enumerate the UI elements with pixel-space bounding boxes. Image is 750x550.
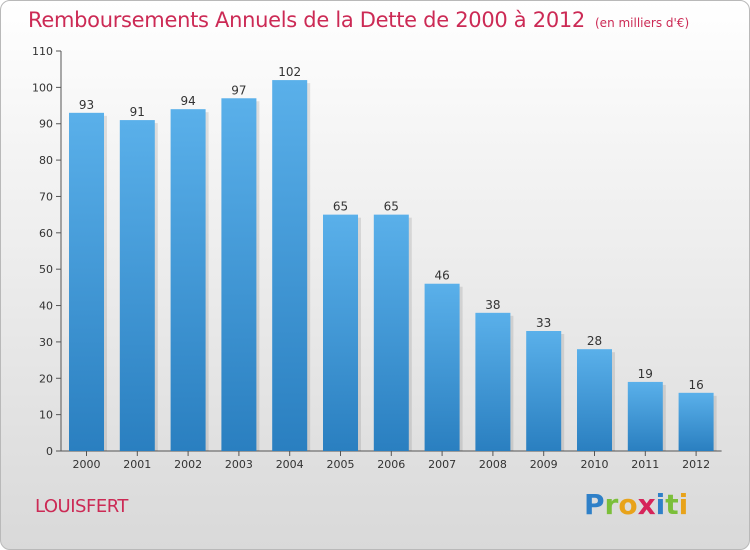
bar bbox=[424, 283, 460, 451]
bar-value-label: 65 bbox=[333, 200, 348, 214]
y-tick-label: 10 bbox=[39, 409, 53, 422]
x-tick-label: 2009 bbox=[530, 458, 558, 471]
x-tick-label: 2006 bbox=[377, 458, 405, 471]
bar bbox=[119, 120, 155, 451]
y-tick-label: 40 bbox=[39, 300, 53, 313]
y-tick-label: 100 bbox=[32, 81, 53, 94]
bar bbox=[69, 112, 104, 452]
y-tick-label: 80 bbox=[39, 154, 53, 167]
y-tick-label: 90 bbox=[39, 118, 53, 131]
y-tick-label: 70 bbox=[39, 190, 53, 203]
bar bbox=[526, 331, 562, 451]
chart-title: Remboursements Annuels de la Dette de 20… bbox=[28, 8, 689, 32]
bar-value-label: 16 bbox=[688, 378, 703, 392]
bar bbox=[577, 349, 612, 451]
x-tick-label: 2001 bbox=[123, 458, 151, 471]
y-tick-label: 110 bbox=[32, 45, 53, 58]
logo-letter: i bbox=[655, 488, 666, 521]
y-tick-label: 50 bbox=[39, 263, 53, 276]
bar-value-label: 97 bbox=[231, 83, 246, 97]
logo-letter: t bbox=[665, 488, 679, 521]
x-tick-label: 2010 bbox=[581, 458, 609, 471]
logo-letter: o bbox=[618, 488, 638, 521]
bar-value-label: 46 bbox=[434, 269, 449, 283]
bar-value-label: 94 bbox=[180, 94, 195, 108]
x-tick-label: 2003 bbox=[225, 458, 253, 471]
bar-value-label: 33 bbox=[536, 316, 551, 330]
x-tick-label: 2004 bbox=[276, 458, 304, 471]
y-tick-label: 60 bbox=[39, 227, 53, 240]
bar-value-label: 102 bbox=[278, 65, 301, 79]
x-tick-label: 2011 bbox=[631, 458, 659, 471]
chart-subtitle: (en milliers d'€) bbox=[595, 16, 690, 30]
y-tick-label: 20 bbox=[39, 372, 53, 385]
bar bbox=[475, 312, 511, 451]
bar-value-label: 91 bbox=[130, 105, 145, 119]
x-tick-label: 2002 bbox=[174, 458, 202, 471]
x-tick-label: 2007 bbox=[428, 458, 456, 471]
bar-value-label: 28 bbox=[587, 334, 602, 348]
bar-value-label: 38 bbox=[485, 298, 500, 312]
bar bbox=[272, 80, 308, 451]
bar bbox=[678, 392, 714, 451]
bars-group bbox=[69, 80, 717, 452]
bar bbox=[323, 214, 358, 451]
chart-title-text: Remboursements Annuels de la Dette de 20… bbox=[28, 8, 585, 32]
x-tick-label: 2005 bbox=[327, 458, 355, 471]
x-tick-label: 2012 bbox=[682, 458, 710, 471]
logo-letter: x bbox=[637, 488, 656, 521]
bar bbox=[170, 109, 206, 451]
bar-value-label: 65 bbox=[384, 200, 399, 214]
logo-letter: P bbox=[584, 488, 605, 521]
commune-name: LOUISFERT bbox=[35, 496, 128, 517]
bar bbox=[627, 381, 663, 451]
logo-letter: r bbox=[604, 488, 619, 521]
proxiti-logo: Proxiti bbox=[584, 488, 688, 521]
x-tick-label: 2008 bbox=[479, 458, 507, 471]
logo-letter: i bbox=[678, 488, 689, 521]
bar bbox=[373, 214, 409, 451]
y-tick-label: 0 bbox=[46, 445, 53, 458]
labels-group: 93 2000 91 2001 94 2002 97 2003 102 2004 65 2005 65 2… bbox=[73, 65, 711, 471]
bar-value-label: 19 bbox=[638, 367, 653, 381]
bar bbox=[221, 98, 257, 451]
bar-value-label: 93 bbox=[79, 98, 94, 112]
y-tick-label: 30 bbox=[39, 336, 53, 349]
x-tick-label: 2000 bbox=[73, 458, 101, 471]
